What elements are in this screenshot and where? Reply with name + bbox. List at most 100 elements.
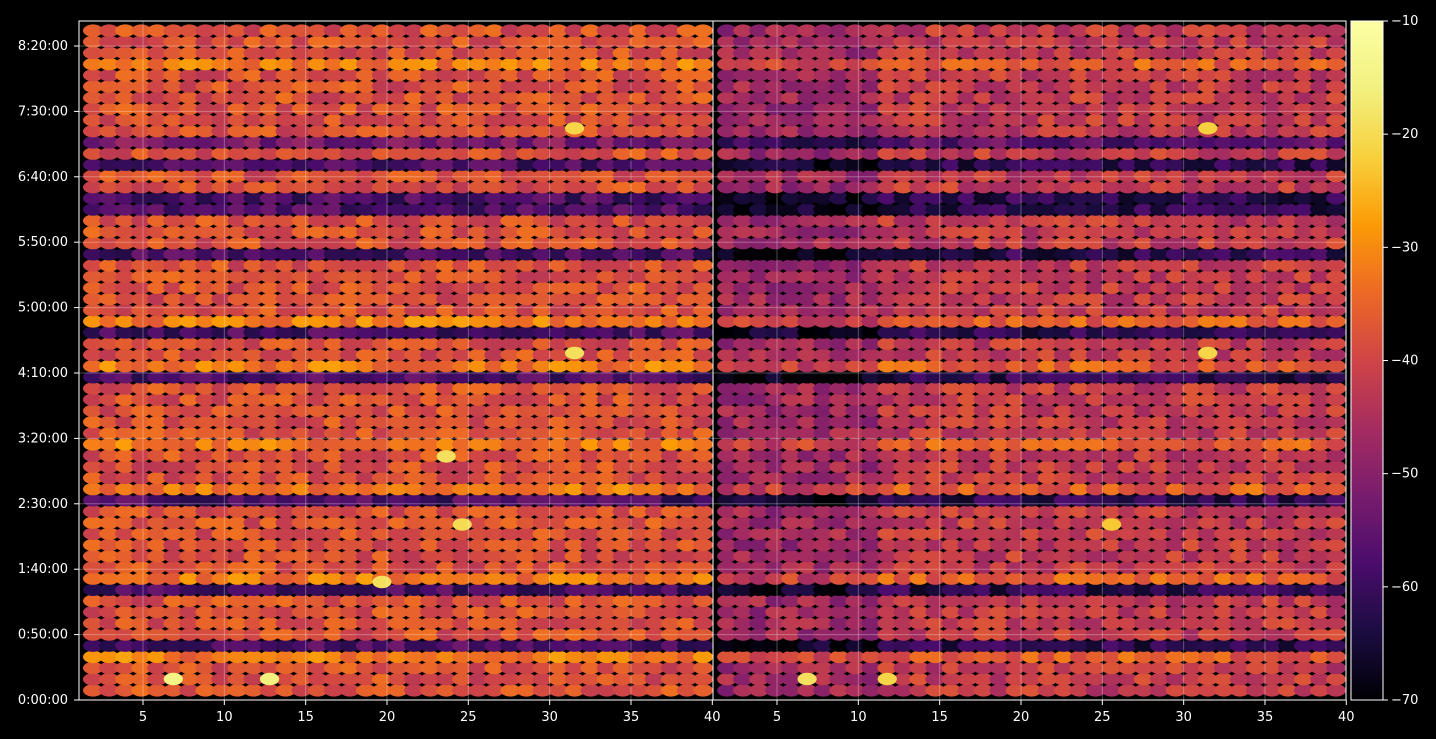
heatmap-cell — [452, 348, 473, 362]
heatmap-cell — [355, 80, 376, 93]
heatmap-cell — [323, 259, 344, 272]
heatmap-cell — [147, 125, 168, 138]
heatmap-cell — [596, 236, 617, 250]
heatmap-cell — [596, 516, 617, 529]
heatmap-cell — [355, 147, 376, 160]
heatmap-cell — [644, 471, 665, 485]
heatmap-cell — [227, 359, 248, 373]
heatmap-cell — [468, 482, 489, 496]
heatmap-cell — [83, 650, 103, 664]
heatmap-cell — [452, 304, 473, 317]
heatmap-cell — [644, 639, 665, 652]
heatmap-cell — [532, 550, 553, 563]
heatmap-cell — [307, 494, 328, 507]
heatmap-cell — [564, 371, 585, 384]
x-tick-label: 40 — [704, 710, 721, 725]
heatmap-cell — [500, 415, 521, 429]
heatmap-cell — [179, 147, 200, 160]
heatmap-cell — [388, 326, 408, 339]
heatmap-cell — [468, 203, 489, 216]
heatmap-cell — [468, 393, 489, 406]
heatmap-cell — [596, 125, 617, 138]
heatmap-cell — [323, 371, 344, 384]
heatmap-cell — [355, 628, 376, 641]
heatmap-cell — [693, 572, 713, 585]
x-tick-label: 10 — [216, 710, 233, 725]
heatmap-cell — [259, 236, 280, 250]
heatmap-cell — [436, 359, 457, 373]
heatmap-cell — [532, 650, 553, 664]
heatmap-cell — [115, 192, 136, 205]
heatmap-cell — [660, 438, 681, 451]
heatmap-cell — [147, 304, 168, 317]
heatmap-cell — [83, 583, 103, 596]
heatmap-cell — [676, 304, 697, 317]
heatmap-cell — [179, 550, 200, 563]
heatmap-cell — [388, 225, 408, 239]
heatmap-cell — [516, 673, 537, 686]
heatmap-cell — [339, 292, 360, 306]
heatmap-cell — [307, 270, 328, 283]
heatmap-cell — [564, 449, 585, 462]
heatmap-cell — [516, 304, 537, 317]
heatmap-cell — [355, 270, 376, 283]
heatmap-cell — [596, 91, 617, 104]
heatmap-cell — [388, 236, 408, 250]
heatmap-cell — [179, 236, 200, 250]
heatmap-cell — [564, 538, 585, 552]
heatmap-cell — [131, 427, 152, 440]
heatmap-cell — [564, 550, 585, 563]
heatmap-cell — [388, 404, 408, 417]
heatmap-cell — [99, 572, 120, 585]
heatmap-cell — [516, 315, 537, 328]
heatmap-cell — [532, 449, 553, 462]
heatmap-cell — [420, 449, 441, 462]
heatmap-cell — [147, 561, 168, 574]
heatmap-cell — [596, 248, 617, 261]
heatmap-cell — [612, 136, 633, 149]
heatmap-cell — [468, 304, 489, 317]
heatmap-cell — [195, 404, 216, 417]
heatmap-cell — [259, 639, 280, 652]
heatmap-cell — [548, 192, 569, 205]
heatmap-cell — [644, 382, 665, 395]
heatmap-cell — [147, 661, 168, 675]
heatmap-cell — [693, 516, 713, 529]
heatmap-cell — [420, 270, 441, 283]
heatmap-cell — [693, 214, 713, 227]
heatmap-cell — [339, 192, 360, 205]
heatmap-cell — [163, 192, 184, 205]
heatmap-cell — [676, 393, 697, 406]
heatmap-cell — [484, 449, 505, 462]
heatmap-cell — [163, 516, 184, 529]
heatmap-cell — [388, 460, 408, 473]
heatmap-cell — [131, 136, 152, 149]
heatmap-cell — [548, 583, 569, 596]
heatmap-cell — [484, 415, 505, 429]
heatmap-cell — [532, 572, 553, 585]
heatmap-cell — [147, 259, 168, 272]
heatmap-cell — [693, 248, 713, 261]
heatmap-cell — [548, 594, 569, 608]
heatmap-cell — [693, 438, 713, 451]
heatmap-cell — [612, 270, 633, 283]
heatmap-cell — [676, 527, 697, 540]
heatmap-cell — [420, 248, 441, 261]
heatmap-cell — [1326, 24, 1346, 37]
heatmap-cell — [500, 561, 521, 574]
heatmap-cell — [516, 259, 537, 272]
heatmap-cell — [612, 438, 633, 451]
heatmap-cell — [131, 471, 152, 485]
heatmap-cell — [660, 125, 681, 138]
heatmap-cell — [436, 192, 457, 205]
heatmap-cell — [323, 684, 344, 697]
heatmap-cell — [371, 494, 392, 507]
heatmap-cell — [227, 214, 248, 227]
heatmap-cell — [291, 315, 312, 328]
heatmap-cell — [580, 538, 601, 552]
heatmap-cell — [660, 449, 681, 462]
heatmap-cell — [596, 583, 617, 596]
heatmap-cell — [291, 292, 312, 306]
heatmap-cell — [243, 181, 264, 194]
heatmap-cell — [211, 617, 232, 630]
